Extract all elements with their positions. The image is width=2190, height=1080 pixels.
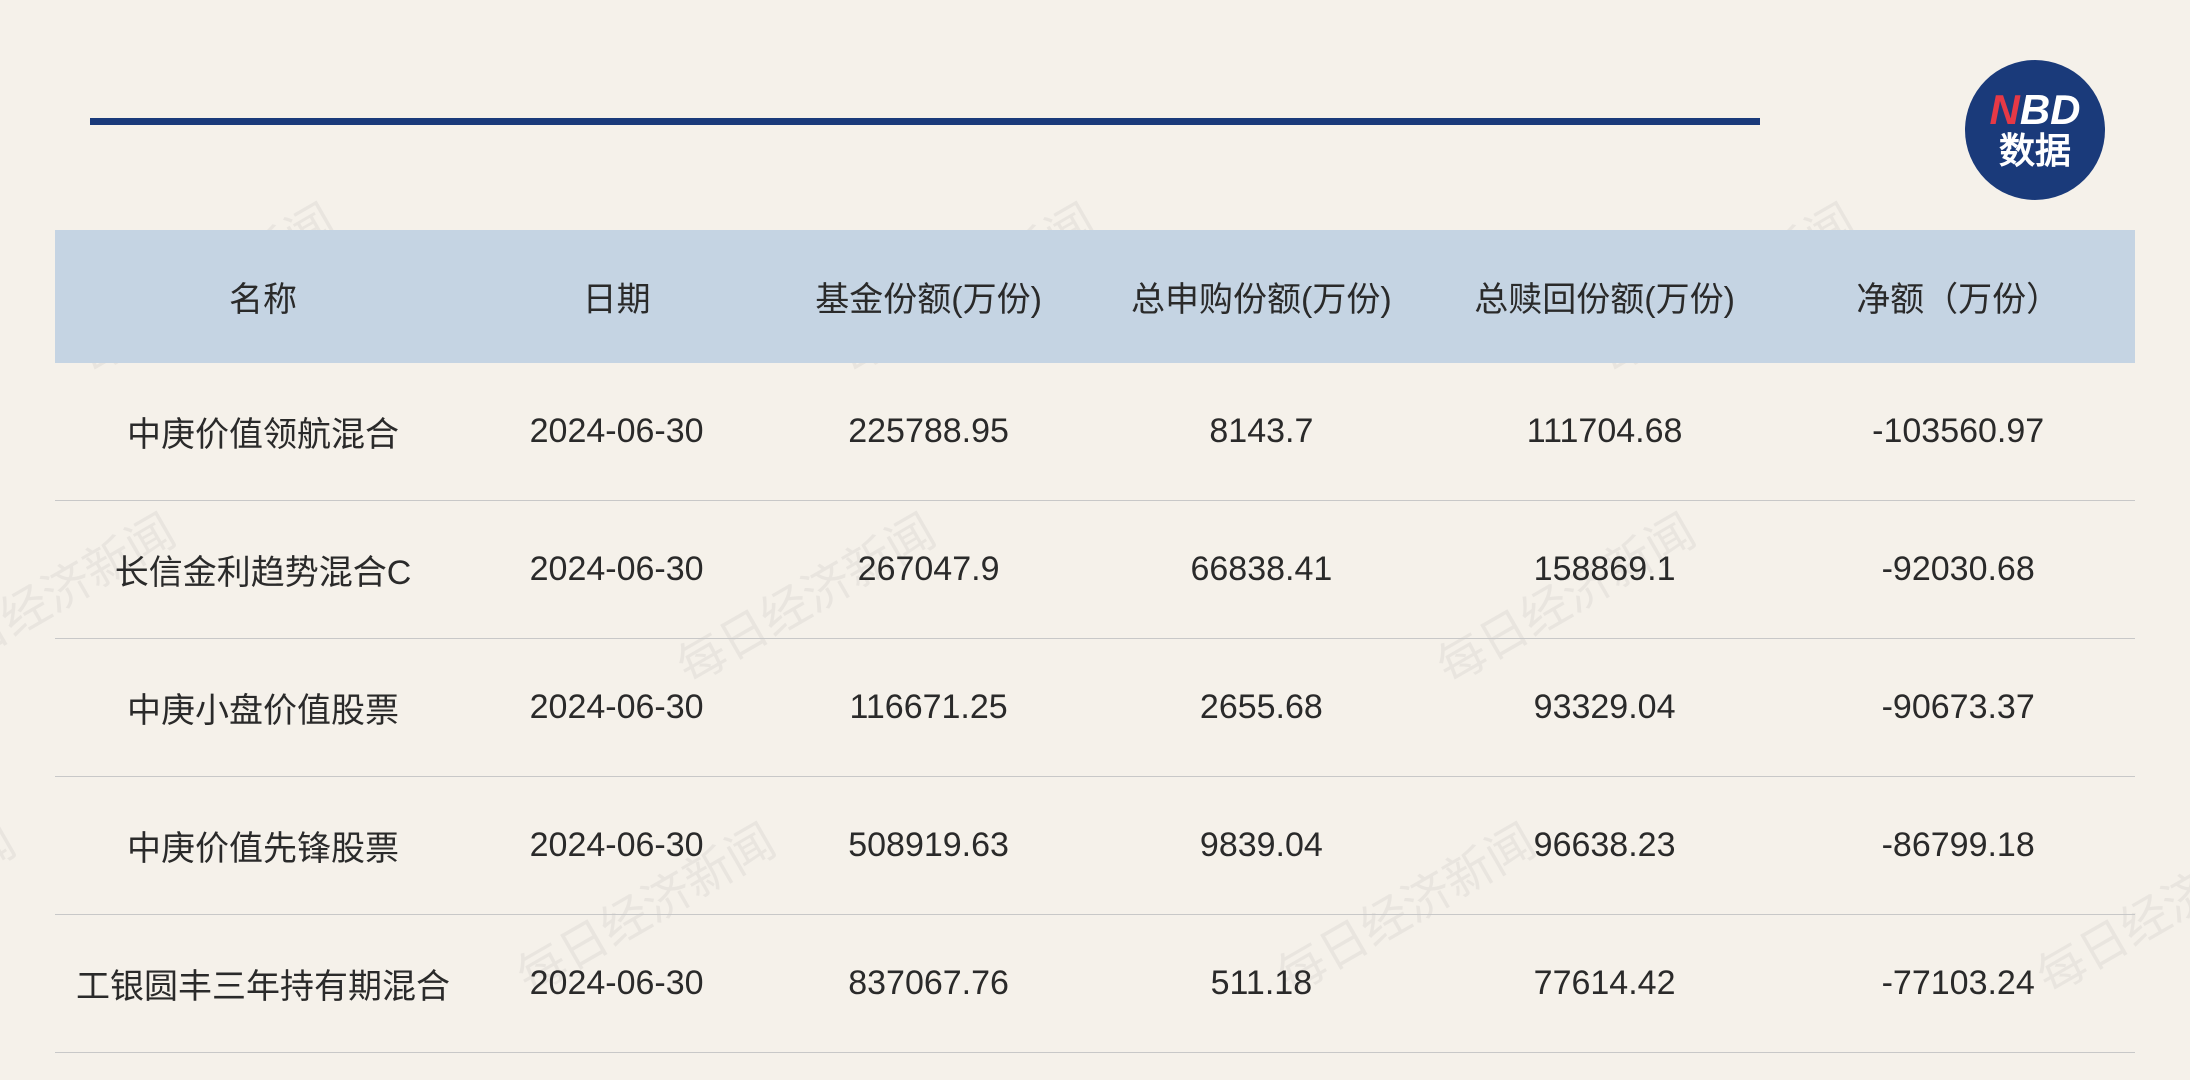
nbd-logo-badge: NBD 数据 — [1965, 60, 2105, 200]
table-row: 中庚价值先锋股票 2024-06-30 508919.63 9839.04 96… — [55, 777, 2135, 915]
col-header-shares: 基金份额(万份) — [762, 230, 1095, 363]
col-header-date: 日期 — [471, 230, 762, 363]
table-row: 中庚价值领航混合 2024-06-30 225788.95 8143.7 111… — [55, 363, 2135, 501]
cell-date: 2024-06-30 — [471, 639, 762, 777]
table-row: 工银圆丰三年持有期混合 2024-06-30 837067.76 511.18 … — [55, 915, 2135, 1053]
col-header-purchase: 总申购份额(万份) — [1095, 230, 1428, 363]
cell-redeem: 111704.68 — [1428, 363, 1782, 501]
logo-n: N — [1989, 86, 2019, 133]
cell-name: 中庚小盘价值股票 — [55, 639, 471, 777]
fund-table: 名称 日期 基金份额(万份) 总申购份额(万份) 总赎回份额(万份) 净额（万份… — [55, 230, 2135, 1053]
cell-name: 工银圆丰三年持有期混合 — [55, 915, 471, 1053]
fund-table-container: 名称 日期 基金份额(万份) 总申购份额(万份) 总赎回份额(万份) 净额（万份… — [55, 230, 2135, 1053]
header-divider — [90, 118, 1760, 125]
cell-redeem: 77614.42 — [1428, 915, 1782, 1053]
cell-purchase: 8143.7 — [1095, 363, 1428, 501]
cell-shares: 508919.63 — [762, 777, 1095, 915]
cell-purchase: 66838.41 — [1095, 501, 1428, 639]
cell-name: 长信金利趋势混合C — [55, 501, 471, 639]
cell-shares: 116671.25 — [762, 639, 1095, 777]
cell-net: -90673.37 — [1781, 639, 2135, 777]
cell-net: -77103.24 — [1781, 915, 2135, 1053]
table-row: 长信金利趋势混合C 2024-06-30 267047.9 66838.41 1… — [55, 501, 2135, 639]
cell-net: -103560.97 — [1781, 363, 2135, 501]
cell-purchase: 511.18 — [1095, 915, 1428, 1053]
cell-redeem: 93329.04 — [1428, 639, 1782, 777]
cell-purchase: 9839.04 — [1095, 777, 1428, 915]
cell-redeem: 158869.1 — [1428, 501, 1782, 639]
cell-name: 中庚价值领航混合 — [55, 363, 471, 501]
cell-shares: 225788.95 — [762, 363, 1095, 501]
col-header-net: 净额（万份） — [1781, 230, 2135, 363]
col-header-redeem: 总赎回份额(万份) — [1428, 230, 1782, 363]
logo-top-text: NBD — [1989, 89, 2080, 131]
cell-date: 2024-06-30 — [471, 501, 762, 639]
logo-sub-text: 数据 — [1999, 131, 2071, 171]
cell-date: 2024-06-30 — [471, 777, 762, 915]
cell-redeem: 96638.23 — [1428, 777, 1782, 915]
cell-date: 2024-06-30 — [471, 363, 762, 501]
logo-bd: BD — [2020, 86, 2081, 133]
watermark-text: 每日经济新闻 — [0, 803, 26, 1008]
cell-date: 2024-06-30 — [471, 915, 762, 1053]
cell-shares: 267047.9 — [762, 501, 1095, 639]
table-header-row: 名称 日期 基金份额(万份) 总申购份额(万份) 总赎回份额(万份) 净额（万份… — [55, 230, 2135, 363]
cell-shares: 837067.76 — [762, 915, 1095, 1053]
table-body: 中庚价值领航混合 2024-06-30 225788.95 8143.7 111… — [55, 363, 2135, 1053]
cell-net: -92030.68 — [1781, 501, 2135, 639]
table-row: 中庚小盘价值股票 2024-06-30 116671.25 2655.68 93… — [55, 639, 2135, 777]
cell-name: 中庚价值先锋股票 — [55, 777, 471, 915]
cell-purchase: 2655.68 — [1095, 639, 1428, 777]
cell-net: -86799.18 — [1781, 777, 2135, 915]
col-header-name: 名称 — [55, 230, 471, 363]
